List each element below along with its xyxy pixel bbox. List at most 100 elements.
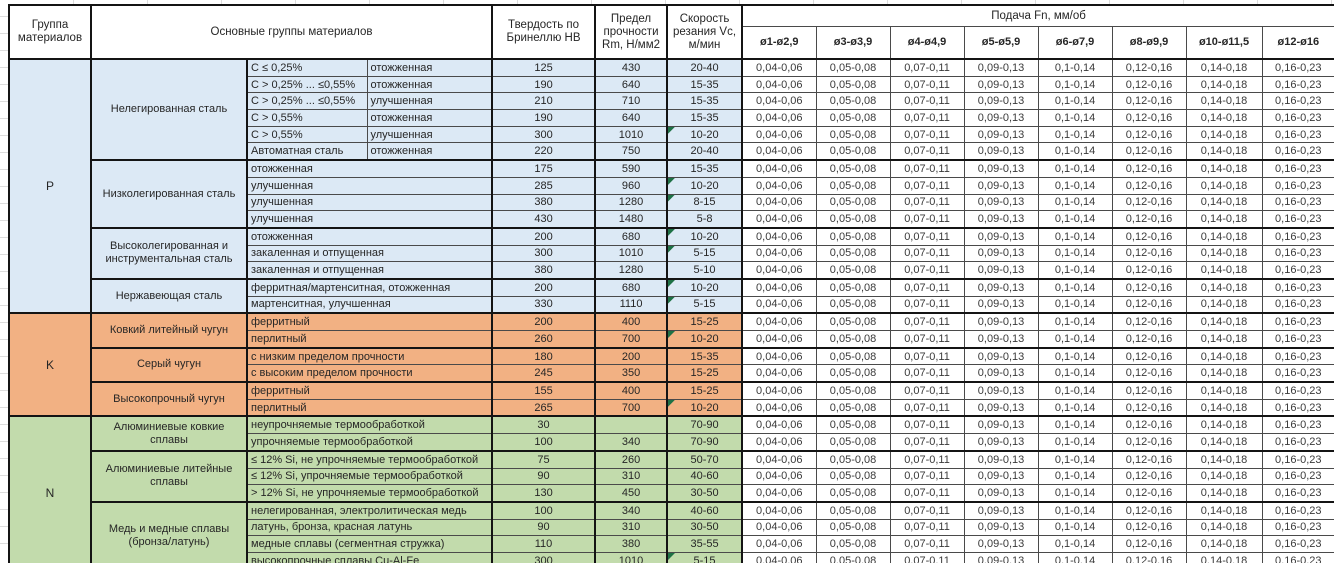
hardness-hb-cell: 300: [491, 551, 596, 563]
feed-value-cell: 0,1-0,14: [1037, 329, 1113, 349]
feed-value-cell: 0,1-0,14: [1037, 433, 1113, 452]
feed-value-cell: 0,14-0,18: [1185, 92, 1263, 111]
feed-value-cell: 0,14-0,18: [1185, 518, 1263, 537]
cell-error-flag-icon: [669, 400, 676, 407]
feed-value-cell: 0,04-0,06: [741, 295, 817, 314]
feed-value-cell: 0,09-0,13: [963, 109, 1039, 127]
hardness-hb-cell: 260: [491, 329, 596, 349]
feed-value-cell: 0,04-0,06: [741, 142, 817, 161]
feed-value-cell: 0,1-0,14: [1037, 159, 1113, 178]
table-row: > 12% Si, не упрочняемые термообработкой…: [9, 484, 1334, 503]
feed-value-cell: 0,12-0,16: [1111, 364, 1187, 383]
feed-value-cell: 0,07-0,11: [889, 92, 965, 111]
header-feed-d4: ø5-ø5,9: [963, 26, 1039, 60]
hardness-hb-cell: 30: [491, 415, 596, 435]
feed-value-cell: 0,16-0,23: [1261, 244, 1334, 263]
feed-value-cell: 0,12-0,16: [1111, 449, 1187, 469]
table-row: ≤ 12% Si, упрочняемые термообработкой 90 3…: [9, 467, 1334, 486]
feed-value-cell: 0,04-0,06: [741, 346, 817, 366]
feed-value-cell: 0,04-0,06: [741, 467, 817, 486]
feed-value-cell: 0,1-0,14: [1037, 381, 1113, 400]
feed-value-cell: 0,12-0,16: [1111, 535, 1187, 553]
tensile-strength-cell: 700: [594, 398, 668, 417]
feed-value-cell: 0,1-0,14: [1037, 92, 1113, 111]
feed-value-cell: 0,12-0,16: [1111, 176, 1187, 195]
feed-value-cell: 0,04-0,06: [741, 364, 817, 383]
cutting-speed-cell: 10-20: [666, 398, 743, 417]
table-row: перлитный 265 700 10-20 0,04-0,06 0,05-0,08 0,…: [9, 398, 1334, 417]
feed-value-cell: 0,05-0,08: [815, 92, 891, 111]
feed-value-cell: 0,05-0,08: [815, 364, 891, 383]
feed-value-cell: 0,1-0,14: [1037, 277, 1113, 297]
table-row: перлитный 260 700 10-20 0,04-0,06 0,05-0,08 0,…: [9, 329, 1334, 349]
header-material-group: Группа материалов: [8, 4, 92, 60]
cutting-speed-cell: 15-35: [666, 92, 743, 111]
material-description-cell: улучшенная: [245, 176, 493, 195]
feed-value-cell: 0,04-0,06: [741, 484, 817, 503]
feed-value-cell: 0,07-0,11: [889, 518, 965, 537]
cell-error-flag-icon: [669, 297, 676, 304]
feed-value-cell: 0,07-0,11: [889, 261, 965, 280]
feed-value-cell: 0,05-0,08: [815, 226, 891, 246]
feed-value-cell: 0,1-0,14: [1037, 295, 1113, 314]
feed-value-cell: 0,09-0,13: [963, 176, 1039, 195]
feed-value-cell: 0,1-0,14: [1037, 210, 1113, 229]
feed-value-cell: 0,07-0,11: [889, 210, 965, 229]
feed-value-cell: 0,1-0,14: [1037, 398, 1113, 417]
feed-value-cell: 0,09-0,13: [963, 142, 1039, 161]
tensile-strength-cell: 260: [594, 449, 668, 469]
feed-value-cell: 0,16-0,23: [1261, 364, 1334, 383]
feed-value-cell: 0,05-0,08: [815, 295, 891, 314]
feed-value-cell: 0,04-0,06: [741, 226, 817, 246]
feed-value-cell: 0,09-0,13: [963, 433, 1039, 452]
header-feed-group: Подача Fn, мм/об: [741, 4, 1334, 27]
feed-value-cell: 0,07-0,11: [889, 125, 965, 144]
feed-value-cell: 0,07-0,11: [889, 449, 965, 469]
feed-value-cell: 0,12-0,16: [1111, 467, 1187, 486]
table-row: Нержавеющая сталь ферритная/мартенситная,…: [9, 277, 1334, 314]
feed-value-cell: 0,14-0,18: [1185, 398, 1263, 417]
material-description-cell: латунь, бронза, красная латунь: [245, 518, 493, 537]
sheet-left-margin: [0, 0, 8, 563]
feed-value-cell: 0,16-0,23: [1261, 277, 1334, 297]
feed-value-cell: 0,16-0,23: [1261, 312, 1334, 332]
feed-value-cell: 0,07-0,11: [889, 329, 965, 349]
material-condition-cell: C ≤ 0,25%: [246, 57, 368, 77]
feed-value-cell: 0,12-0,16: [1111, 346, 1187, 366]
feed-value-cell: 0,04-0,06: [741, 500, 817, 520]
tensile-strength-cell: 400: [594, 381, 668, 400]
cutting-speed-cell: 10-20: [666, 176, 743, 195]
feed-value-cell: 0,07-0,11: [889, 176, 965, 195]
feed-value-cell: 0,05-0,08: [815, 484, 891, 503]
tensile-strength-cell: 680: [594, 226, 668, 246]
feed-value-cell: 0,07-0,11: [889, 75, 965, 94]
tensile-strength-cell: 680: [594, 277, 668, 297]
table-row: высокопрочные сплавы Cu-Al-Fe 300 1010 5-15…: [9, 551, 1334, 563]
feed-value-cell: 0,05-0,08: [815, 535, 891, 553]
feed-value-cell: 0,14-0,18: [1185, 346, 1263, 366]
hardness-hb-cell: 75: [491, 449, 596, 469]
header-feed-d8: ø12-ø16: [1261, 26, 1334, 60]
feed-value-cell: 0,04-0,06: [741, 449, 817, 469]
table-row: мартенситная, улучшенная 330 1110 5-15 0,04-…: [9, 295, 1334, 314]
feed-value-cell: 0,05-0,08: [815, 57, 891, 77]
feed-value-cell: 0,07-0,11: [889, 500, 965, 520]
tensile-strength-cell: 1010: [594, 551, 668, 563]
feed-value-cell: 0,12-0,16: [1111, 277, 1187, 297]
feed-value-cell: 0,14-0,18: [1185, 312, 1263, 332]
hardness-hb-cell: 175: [491, 159, 596, 178]
cutting-speed-cell: 20-40: [666, 142, 743, 161]
table-row: Высокопрочный чугун ферритный 155 400 15-25 0…: [9, 381, 1334, 417]
hardness-hb-cell: 90: [491, 518, 596, 537]
feed-value-cell: 0,1-0,14: [1037, 193, 1113, 212]
feed-value-cell: 0,05-0,08: [815, 109, 891, 127]
cutting-speed-cell: 40-60: [666, 467, 743, 486]
table-row: C > 0,25% ... ≤0,55% улучшенная 210 710 15-3…: [9, 92, 1334, 111]
feed-value-cell: 0,1-0,14: [1037, 415, 1113, 435]
feed-value-cell: 0,14-0,18: [1185, 295, 1263, 314]
feed-value-cell: 0,14-0,18: [1185, 125, 1263, 144]
feed-value-cell: 0,07-0,11: [889, 551, 965, 563]
feed-value-cell: 0,04-0,06: [741, 159, 817, 178]
material-condition-cell: C > 0,55%: [246, 125, 368, 144]
